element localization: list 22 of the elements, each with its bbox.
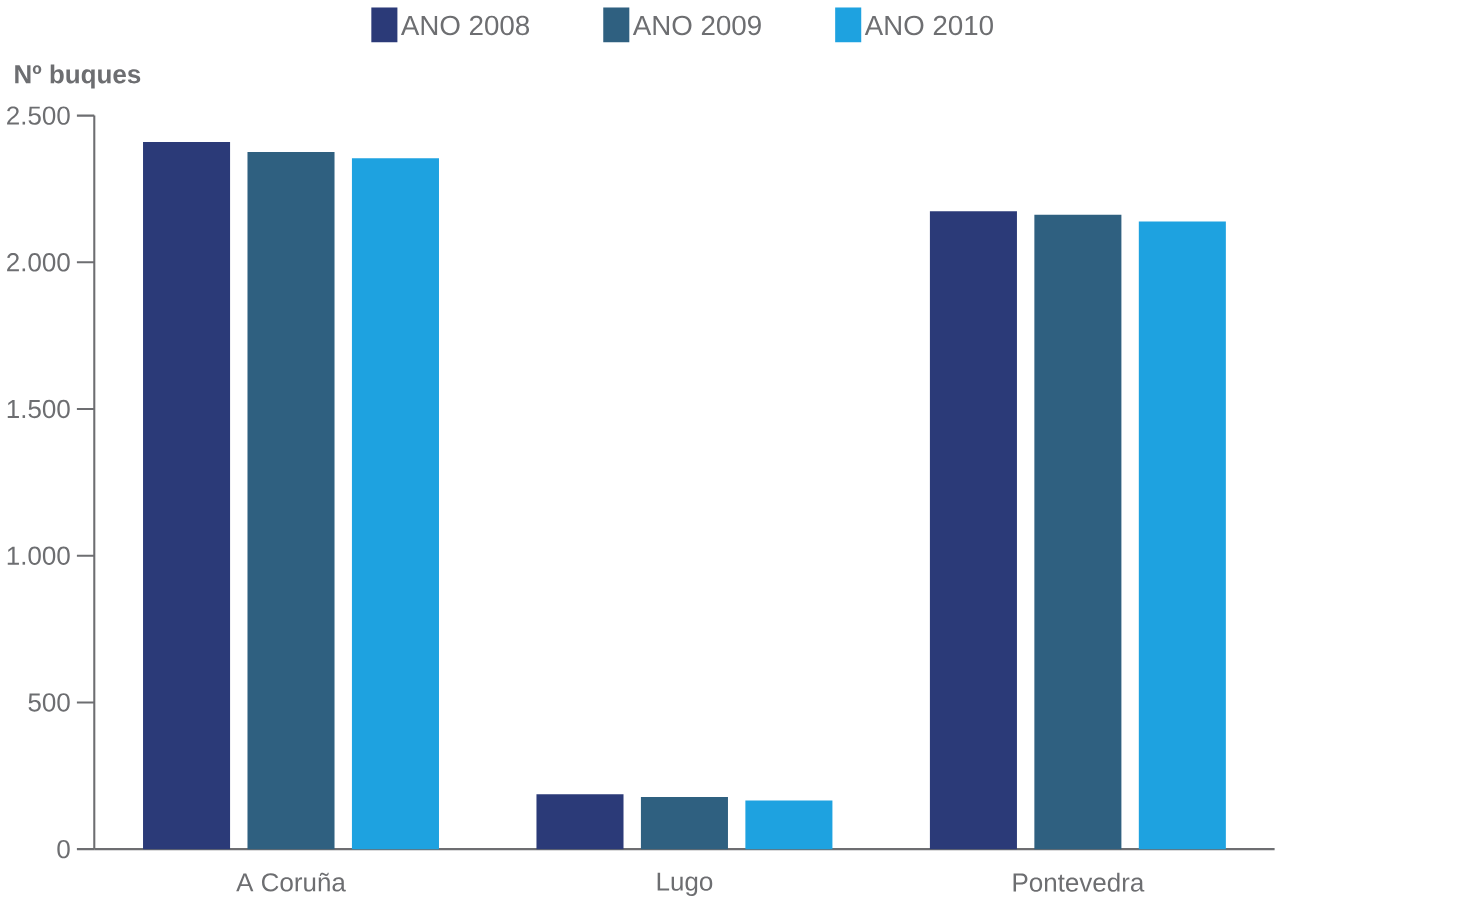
legend-label: ANO 2009 [632,15,761,36]
y-tick-label: 2.500 [7,106,70,125]
bar [1034,214,1122,850]
bar [143,141,231,850]
y-tick-label: 2.000 [7,253,70,272]
legend-label: ANO 2008 [400,15,530,36]
bar [351,158,439,850]
bar [640,796,728,850]
x-tick-label: A Coruña [236,872,346,892]
bar [929,211,1017,850]
y-tick-label: 1.500 [7,399,70,419]
y-tick-label: 500 [28,693,70,712]
x-tick-label: Pontevedra [1013,872,1145,892]
x-tick-label: Lugo [657,872,713,896]
y-axis-title: Nº buques [15,64,141,89]
y-tick-label: 0 [57,839,70,859]
y-tick-label: 1.000 [7,546,70,565]
legend-label: ANO 2010 [864,15,993,36]
bar [247,151,335,850]
bar [536,794,624,850]
bar [745,800,833,850]
bar [1138,221,1226,850]
